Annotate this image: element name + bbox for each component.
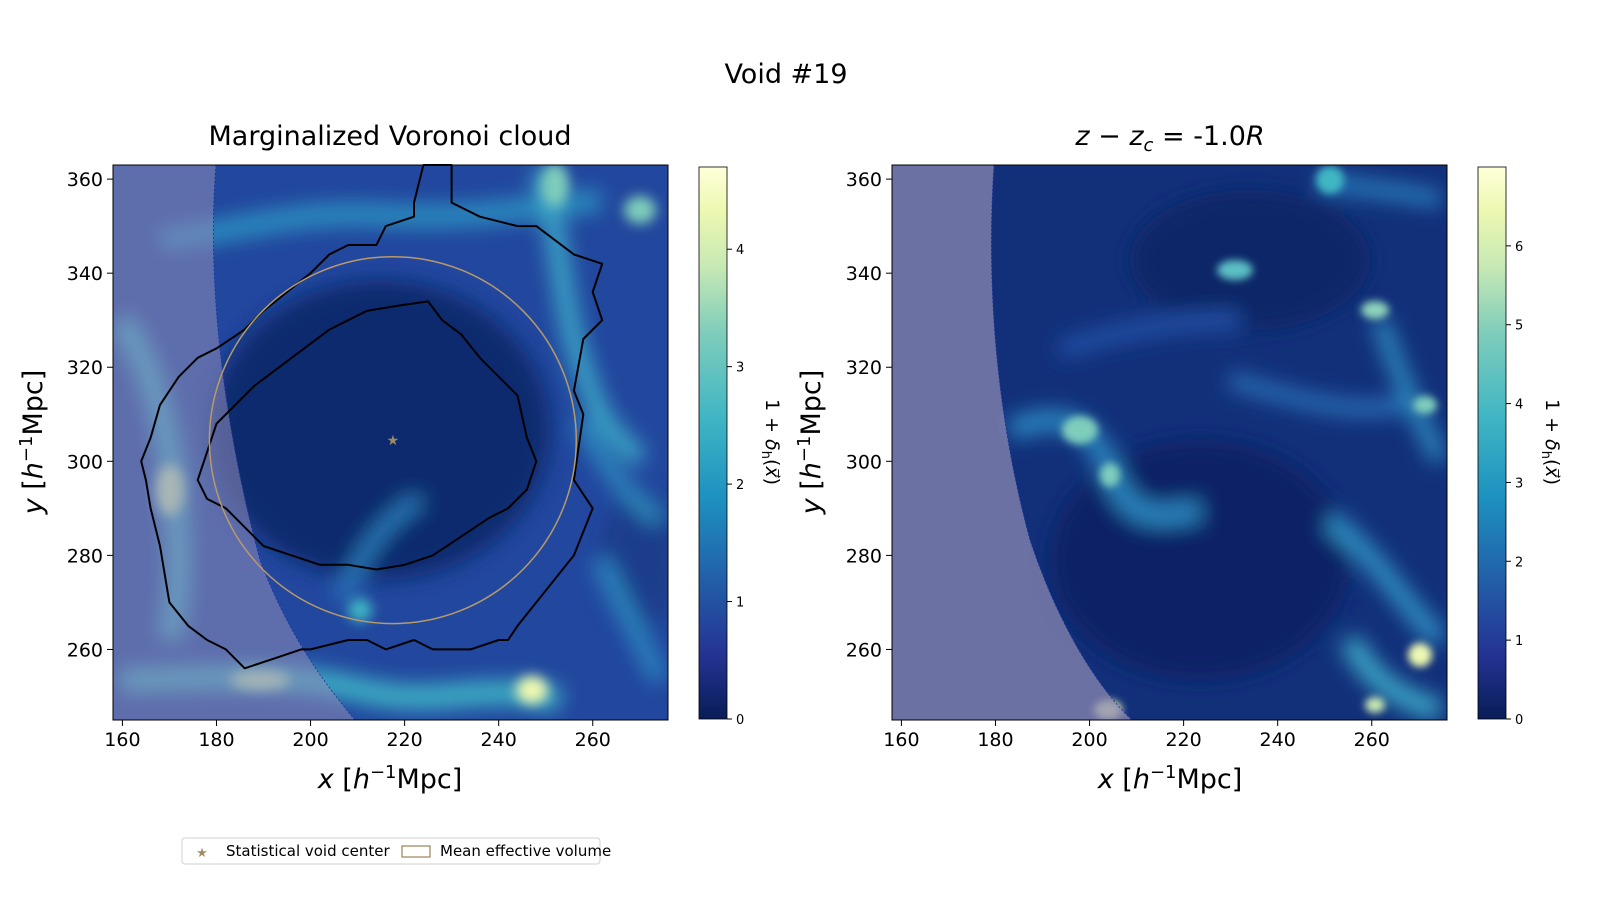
colorbar-tick-label: 4	[1515, 398, 1523, 413]
colorbar-tick-label: 6	[1515, 240, 1523, 255]
panel-slice: z − zc = -1.0R	[794, 121, 1563, 795]
x-tick-label: 180	[198, 729, 234, 751]
y-tick-label: 300	[67, 451, 103, 473]
y-tick-label: 260	[846, 639, 882, 661]
colorbar-tick-label: 4	[736, 243, 744, 258]
y-tick-label: 280	[67, 545, 103, 567]
x-tick-label: 180	[977, 729, 1013, 751]
legend-rect-marker	[401, 845, 431, 858]
legend-label-void-center: Statistical void center	[226, 842, 390, 860]
x-tick-label: 160	[883, 729, 919, 751]
contour-outer	[140, 164, 604, 670]
survey-mask-region	[113, 165, 355, 720]
panel-b-y-ticks: 260 280 300 320 340 360	[846, 169, 892, 661]
panel-b-colorbar: 0 1 2 3 4 5 6 1 + δh(x⃗)	[1477, 166, 1563, 728]
figure-suptitle: Void #19	[724, 59, 847, 90]
panel-a-heatmap	[113, 165, 668, 720]
y-tick-label: 360	[67, 169, 103, 191]
colorbar-tick-label: 5	[1515, 319, 1523, 334]
void-center-star: ★	[387, 433, 400, 449]
panel-a-title: Marginalized Voronoi cloud	[208, 121, 571, 152]
legend: ★ Statistical void center Mean effective…	[181, 837, 611, 865]
colorbar-tick-label: 0	[736, 713, 744, 728]
panel-b-ylabel: y [h−1Mpc]	[794, 370, 827, 516]
y-tick-label: 320	[67, 357, 103, 379]
contour-lines	[140, 164, 604, 670]
y-tick-label: 360	[846, 169, 882, 191]
legend-label-effective-volume: Mean effective volume	[440, 842, 611, 860]
panel-voronoi-cloud: Marginalized Voronoi cloud	[16, 121, 783, 795]
colorbar-tick-label: 3	[736, 361, 744, 376]
x-tick-label: 220	[1165, 729, 1201, 751]
panel-a-colorbar: 0 1 2 3 4 1 + δh(x⃗)	[698, 166, 783, 728]
panel-b-x-ticks: 160 180 200 220 240 260	[883, 720, 1390, 751]
y-tick-label: 260	[67, 639, 103, 661]
panel-a-colorbar-label: 1 + δh(x⃗)	[758, 399, 783, 485]
x-tick-label: 260	[575, 729, 611, 751]
colorbar-tick-label: 1	[1515, 634, 1523, 649]
panel-a-y-ticks: 260 280 300 320 340 360	[67, 169, 113, 661]
colorbar-tick-label: 2	[736, 478, 744, 493]
colorbar-tick-label: 3	[1515, 476, 1523, 491]
y-tick-label: 340	[67, 263, 103, 285]
panel-b-xlabel: x [h−1Mpc]	[1097, 762, 1243, 795]
panel-b-colorbar-label: 1 + δh(x⃗)	[1538, 399, 1563, 485]
panel-b-title: z − zc = -1.0R	[1074, 121, 1264, 156]
x-tick-label: 200	[1071, 729, 1107, 751]
panel-a-xlabel: x [h−1Mpc]	[317, 762, 463, 795]
x-tick-label: 160	[104, 729, 140, 751]
contour-inner	[196, 300, 538, 571]
colorbar-tick-label: 1	[736, 596, 744, 611]
x-tick-label: 220	[386, 729, 422, 751]
x-tick-label: 200	[292, 729, 328, 751]
x-tick-label: 240	[481, 729, 517, 751]
panel-b-heatmap	[892, 165, 1447, 720]
colorbar-tick-label: 2	[1515, 555, 1523, 570]
y-tick-label: 300	[846, 451, 882, 473]
x-tick-label: 260	[1354, 729, 1390, 751]
mean-effective-volume-circle	[208, 255, 578, 625]
legend-star-marker: ★	[196, 846, 208, 861]
y-tick-label: 320	[846, 357, 882, 379]
panel-a-x-ticks: 160 180 200 220 240 260	[104, 720, 611, 751]
y-tick-label: 280	[846, 545, 882, 567]
survey-mask-region	[892, 165, 1132, 720]
y-tick-label: 340	[846, 263, 882, 285]
x-tick-label: 240	[1260, 729, 1296, 751]
panel-a-ylabel: y [h−1Mpc]	[16, 370, 49, 516]
colorbar-tick-label: 0	[1515, 713, 1523, 728]
